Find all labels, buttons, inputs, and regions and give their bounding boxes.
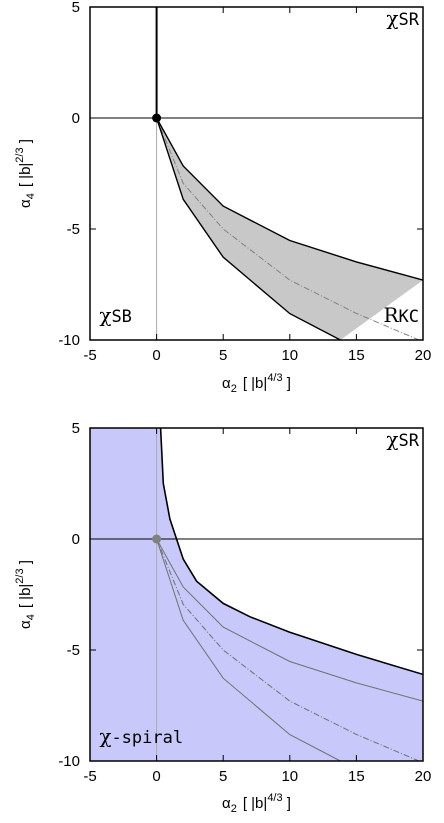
y-axis-label-symbol: α (17, 199, 34, 208)
region-label: χSB (99, 303, 132, 327)
x-axis-label: α2 [ |b|4/3 ] (222, 372, 291, 395)
y-axis-label-close: ] (17, 139, 34, 147)
region-label: RKC (383, 303, 419, 327)
shaded-region (90, 428, 423, 761)
x-tick-label: 20 (415, 347, 432, 364)
origin-point (152, 113, 162, 123)
region-label: χSR (386, 427, 419, 451)
x-tick-label: -5 (83, 347, 96, 364)
y-axis-label: α4 [ |b|2/3 ] (14, 139, 37, 208)
x-axis-label-symbol: α (222, 795, 231, 812)
y-tick-label: -5 (67, 642, 80, 659)
x-tick-label: 0 (152, 768, 160, 785)
y-tick-label: 5 (72, 420, 80, 437)
x-tick-label: 5 (219, 768, 227, 785)
x-tick-label: 20 (415, 768, 432, 785)
plot-area (90, 428, 423, 761)
x-axis-label-unit: [ |b| (243, 375, 267, 392)
y-tick-label: 0 (72, 110, 80, 127)
y-tick-label: 5 (72, 0, 80, 16)
x-axis-label-subscript: 2 (231, 383, 237, 395)
upper-boundary-curve (155, 117, 423, 281)
region-label: χ-spiral (99, 724, 183, 748)
x-axis-label-close: ] (283, 375, 291, 392)
x-tick-label: 10 (281, 347, 298, 364)
y-tick-label: -10 (58, 332, 80, 349)
y-axis-label-subscript: 4 (25, 193, 37, 199)
y-axis-label: α4 [ |b|2/3 ] (14, 560, 37, 629)
x-tick-label: -5 (83, 768, 96, 785)
y-tick-label: -5 (67, 221, 80, 238)
inner-curve-1 (156, 538, 423, 702)
y-axis-label-unit: [ |b| (17, 584, 34, 608)
lower-boundary-curve (155, 117, 341, 340)
x-tick-label: 10 (281, 768, 298, 785)
y-tick-label: 0 (72, 531, 80, 548)
x-axis-label-superscript: 4/3 (267, 792, 282, 804)
x-axis-label-close: ] (283, 795, 291, 812)
plot-frame (89, 6, 424, 341)
inner-curve-3 (156, 538, 341, 761)
y-axis-label-symbol: α (17, 620, 34, 629)
shaded-region (156, 118, 423, 340)
x-axis-label-unit: [ |b| (243, 795, 267, 812)
inner-curve-2 (156, 538, 420, 761)
x-tick-label: 15 (348, 768, 365, 785)
origin-point (152, 534, 162, 544)
y-axis-label-superscript: 2/3 (14, 568, 26, 583)
x-axis-label-symbol: α (222, 375, 231, 392)
dashdot-curve (156, 117, 420, 340)
region-label: χSR (386, 6, 419, 30)
y-axis-label-unit: [ |b| (17, 163, 34, 187)
x-axis-label: α2 [ |b|4/3 ] (222, 792, 291, 815)
x-axis-label-superscript: 4/3 (267, 372, 282, 384)
y-axis-label-subscript: 4 (25, 614, 37, 620)
x-tick-label: 5 (219, 347, 227, 364)
y-tick-label: -10 (58, 753, 80, 770)
y-axis-label-close: ] (17, 560, 34, 568)
x-tick-label: 0 (152, 347, 160, 364)
y-axis-label-superscript: 2/3 (14, 147, 26, 162)
x-tick-label: 15 (348, 347, 365, 364)
boundary-curve (159, 428, 423, 676)
plot-area (90, 7, 423, 340)
x-axis-label-subscript: 2 (231, 803, 237, 815)
plot-frame (89, 427, 424, 762)
